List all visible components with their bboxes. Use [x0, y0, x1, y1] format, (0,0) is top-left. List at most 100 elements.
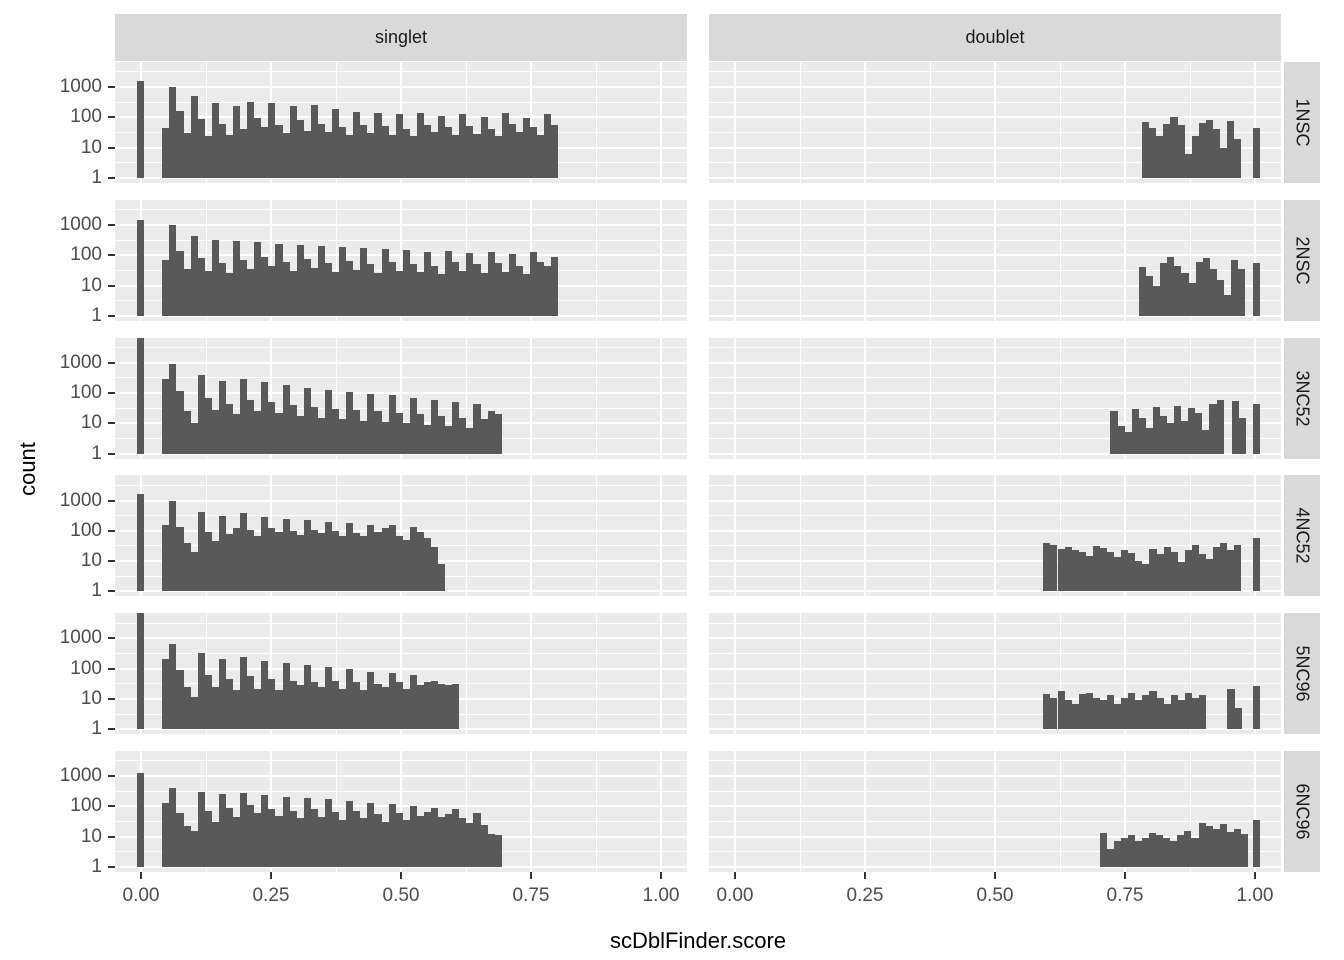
histogram-bar: [346, 523, 354, 592]
histogram-bar: [137, 493, 145, 592]
histogram-bar: [254, 118, 262, 178]
histogram-bar: [233, 414, 241, 454]
histogram-bar: [1120, 838, 1128, 867]
histogram-bar: [1234, 138, 1242, 178]
x-tick-label: 0.00: [122, 885, 160, 906]
histogram-bar: [1113, 841, 1121, 867]
x-minor-gridline: [465, 751, 467, 872]
histogram-bar: [317, 417, 325, 454]
histogram-bar: [423, 424, 432, 454]
x-minor-gridline: [465, 337, 467, 459]
x-tick-label: 0.75: [512, 885, 550, 906]
histogram-bar: [1206, 558, 1214, 592]
histogram-bar: [1071, 703, 1079, 730]
histogram-bar: [233, 689, 241, 730]
histogram-bar: [233, 241, 241, 316]
x-major-gridline: [994, 62, 996, 183]
histogram-bar: [395, 535, 403, 592]
y-tick-mark: [108, 361, 115, 364]
histogram-bar: [1184, 692, 1192, 730]
histogram-bar: [473, 264, 481, 316]
histogram-bar: [487, 251, 495, 316]
histogram-bar: [1163, 124, 1171, 178]
histogram-bar: [1092, 545, 1100, 592]
histogram-bar: [303, 665, 311, 730]
x-minor-gridline: [465, 613, 467, 735]
histogram-bar: [1188, 283, 1196, 316]
histogram-bar: [197, 118, 205, 178]
x-tick-label: 0.25: [252, 885, 290, 906]
histogram-bar: [409, 527, 417, 592]
x-minor-gridline: [929, 337, 931, 459]
histogram-bar: [1238, 417, 1246, 454]
x-tick-label: 0.50: [382, 885, 420, 906]
histogram-bar: [1212, 129, 1220, 178]
histogram-bar: [416, 271, 424, 316]
histogram-bar: [247, 101, 255, 178]
x-minor-gridline: [929, 199, 931, 321]
histogram-bar: [452, 809, 460, 867]
row-strip: 3NC52: [1284, 337, 1320, 459]
histogram-bar: [423, 682, 432, 730]
histogram-bar: [296, 415, 304, 454]
histogram-bar: [346, 669, 354, 730]
histogram-bar: [1234, 544, 1242, 592]
histogram-bar: [1205, 119, 1213, 178]
histogram-bar: [1181, 420, 1189, 454]
histogram-bar: [466, 252, 474, 316]
histogram-bar: [1226, 832, 1234, 867]
x-major-gridline: [660, 62, 662, 183]
y-tick-mark: [108, 452, 115, 455]
y-tick-mark: [108, 637, 115, 640]
histogram-bar: [289, 530, 297, 592]
histogram-bar: [1152, 406, 1160, 454]
histogram-bar: [310, 809, 318, 867]
histogram-bar: [1121, 549, 1129, 592]
histogram-bar: [261, 794, 269, 867]
x-tick-label: 0.00: [716, 885, 754, 906]
x-major-gridline: [864, 475, 866, 597]
histogram-bar: [268, 265, 276, 316]
histogram-bar: [204, 397, 212, 454]
histogram-bar: [1184, 830, 1192, 867]
x-minor-gridline: [1189, 199, 1191, 321]
histogram-bar: [1209, 403, 1217, 454]
histogram-bar: [1202, 430, 1210, 454]
histogram-bar: [162, 378, 170, 454]
histogram-bar: [367, 393, 375, 454]
histogram-bar: [218, 794, 226, 867]
histogram-bar: [1149, 833, 1157, 867]
histogram-bar: [445, 127, 453, 178]
histogram-bar: [452, 135, 460, 178]
histogram-bar: [261, 256, 269, 316]
x-major-gridline: [994, 337, 996, 459]
histogram-bar: [1252, 403, 1260, 454]
x-tick-mark: [864, 872, 866, 879]
histogram-bar: [289, 680, 297, 730]
x-minor-gridline: [465, 199, 467, 321]
row-strip-label: 6NC96: [1292, 783, 1313, 840]
x-minor-gridline: [1189, 613, 1191, 735]
y-tick-label: 1000: [59, 76, 102, 98]
facet-panel: [115, 62, 687, 183]
x-minor-gridline: [1059, 751, 1061, 872]
x-major-gridline: [660, 199, 662, 321]
histogram-bar: [431, 399, 439, 454]
histogram-bar: [1177, 125, 1185, 178]
histogram-bar: [1167, 257, 1175, 316]
x-major-gridline: [1254, 613, 1256, 735]
histogram-bar: [1167, 423, 1175, 454]
x-minor-gridline: [595, 62, 597, 183]
x-minor-gridline: [205, 62, 207, 183]
histogram-bar: [1156, 835, 1164, 867]
histogram-bar: [275, 532, 283, 592]
histogram-bar: [402, 688, 410, 730]
y-tick-mark: [108, 866, 115, 868]
histogram-bar: [218, 380, 226, 454]
histogram-bar: [1177, 562, 1185, 592]
histogram-bar: [332, 408, 340, 454]
y-tick-mark: [108, 805, 115, 808]
histogram-bar: [303, 130, 311, 178]
y-tick-label: 100: [70, 382, 102, 404]
x-minor-gridline: [1059, 62, 1061, 183]
